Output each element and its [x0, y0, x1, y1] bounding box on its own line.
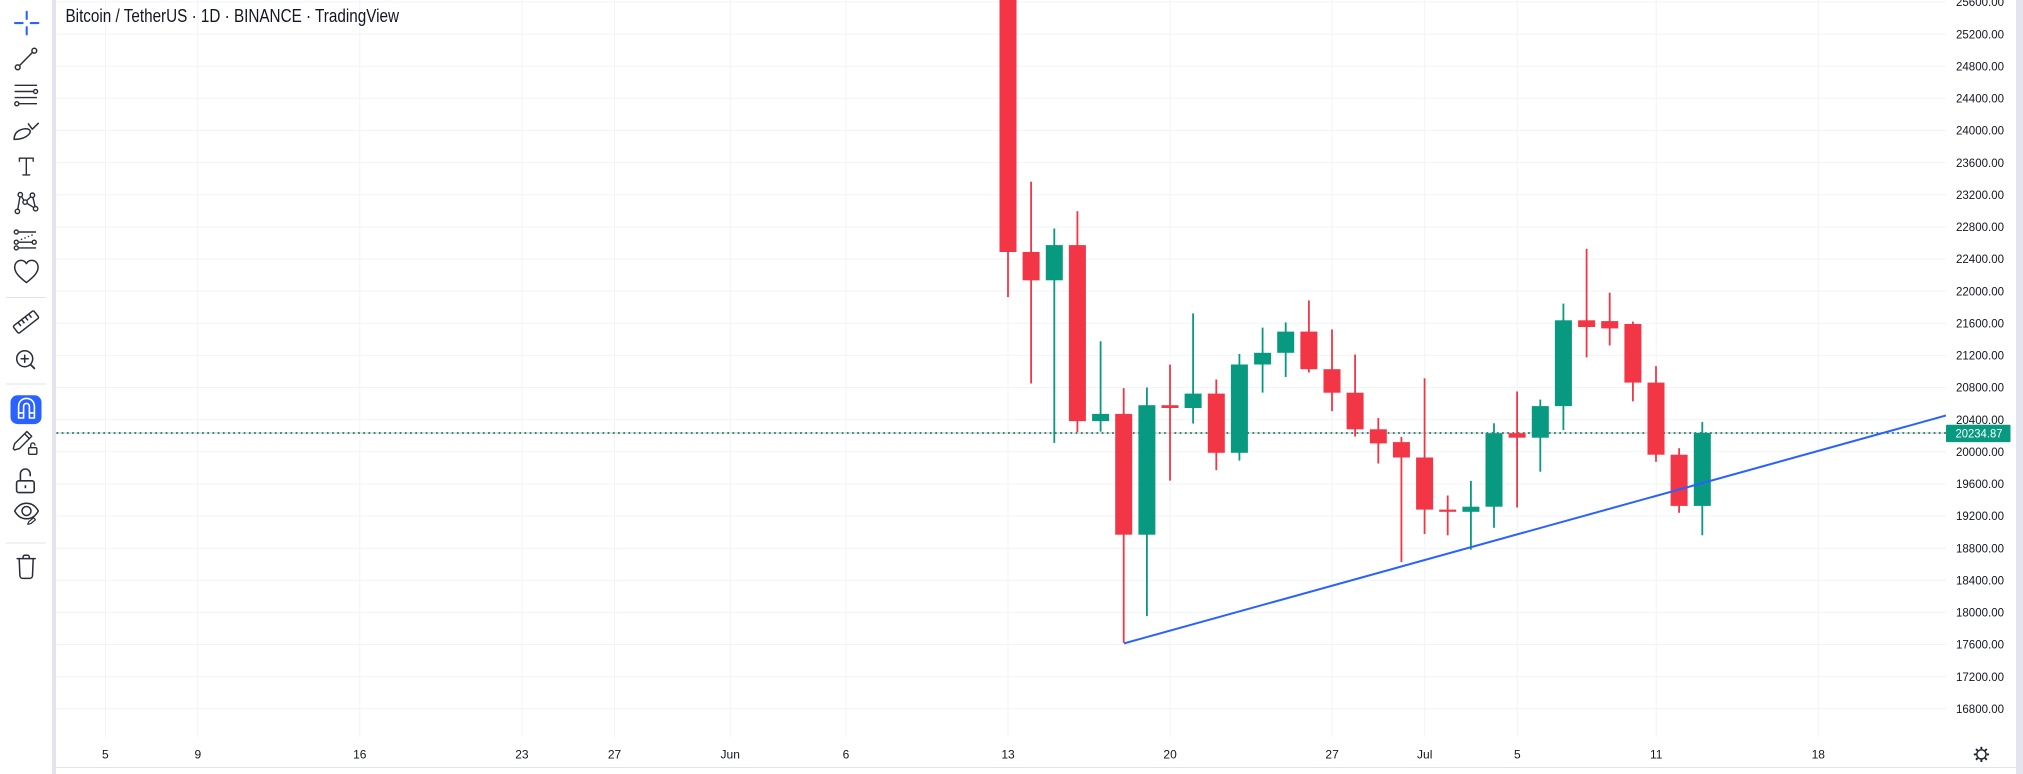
svg-text:19200.00: 19200.00 — [1956, 509, 2004, 523]
svg-text:25200.00: 25200.00 — [1956, 27, 2004, 41]
svg-text:23200.00: 23200.00 — [1956, 188, 2004, 202]
svg-text:16800.00: 16800.00 — [1956, 702, 2004, 716]
svg-text:21600.00: 21600.00 — [1956, 316, 2004, 330]
svg-text:Jul: Jul — [1417, 748, 1432, 762]
svg-text:11: 11 — [1650, 748, 1663, 762]
svg-text:6: 6 — [843, 748, 850, 762]
svg-text:24400.00: 24400.00 — [1956, 92, 2004, 106]
svg-text:20: 20 — [1163, 748, 1177, 762]
svg-text:24000.00: 24000.00 — [1956, 124, 2004, 138]
svg-text:20800.00: 20800.00 — [1956, 381, 2004, 395]
svg-text:13: 13 — [1001, 748, 1015, 762]
svg-text:18000.00: 18000.00 — [1956, 606, 2004, 620]
svg-text:9: 9 — [194, 748, 201, 762]
svg-text:20234.87: 20234.87 — [1956, 426, 2003, 440]
svg-text:22000.00: 22000.00 — [1956, 284, 2004, 298]
svg-text:21200.00: 21200.00 — [1956, 349, 2004, 363]
svg-text:16: 16 — [353, 748, 367, 762]
svg-text:18800.00: 18800.00 — [1956, 541, 2004, 555]
svg-text:Bitcoin / TetherUS · 1D · BINA: Bitcoin / TetherUS · 1D · BINANCE · Trad… — [66, 6, 400, 26]
svg-text:27: 27 — [1325, 748, 1339, 762]
svg-text:23600.00: 23600.00 — [1956, 156, 2004, 170]
svg-text:17200.00: 17200.00 — [1956, 670, 2004, 684]
svg-text:22400.00: 22400.00 — [1956, 252, 2004, 266]
svg-text:24800.00: 24800.00 — [1956, 59, 2004, 73]
svg-text:20400.00: 20400.00 — [1956, 413, 2004, 427]
svg-text:5: 5 — [102, 748, 109, 762]
svg-text:20000.00: 20000.00 — [1956, 445, 2004, 459]
svg-text:5: 5 — [1514, 748, 1521, 762]
svg-text:23: 23 — [515, 748, 529, 762]
svg-text:Jun: Jun — [721, 748, 740, 762]
svg-text:25600.00: 25600.00 — [1956, 0, 2004, 9]
svg-text:18: 18 — [1812, 748, 1826, 762]
svg-text:19600.00: 19600.00 — [1956, 477, 2004, 491]
svg-text:22800.00: 22800.00 — [1956, 220, 2004, 234]
svg-text:27: 27 — [608, 748, 622, 762]
svg-text:18400.00: 18400.00 — [1956, 574, 2004, 588]
svg-text:17600.00: 17600.00 — [1956, 638, 2004, 652]
